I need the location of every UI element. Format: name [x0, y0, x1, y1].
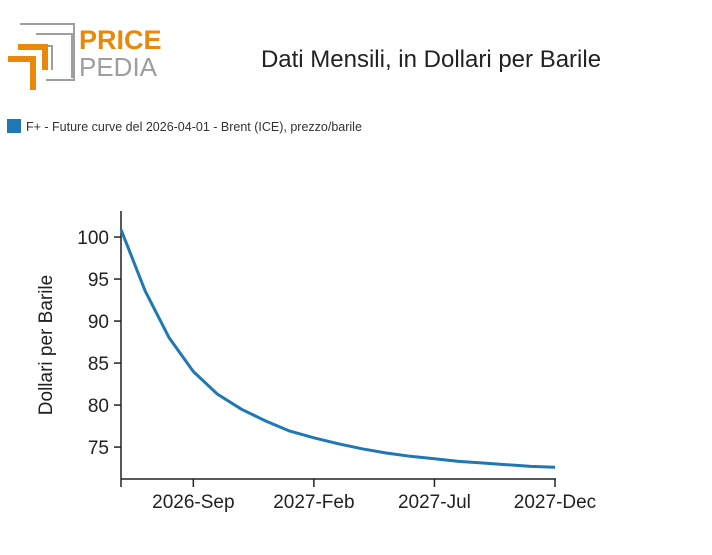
y-tick-label: 100	[77, 228, 109, 249]
x-tick-label: 2027-Feb	[273, 492, 354, 513]
x-tick-label: 2026-Sep	[152, 492, 234, 513]
pricepedia-logo: PRICE PEDIA	[8, 23, 162, 90]
y-axis-label: Dollari per Barile	[36, 275, 57, 415]
logo-bottom: PEDIA	[79, 52, 158, 82]
y-tick-label: 75	[88, 438, 109, 459]
y-tick-label: 90	[88, 312, 109, 333]
y-tick-label: 80	[88, 396, 109, 417]
data-points	[120, 229, 556, 468]
chart-title: Dati Mensili, in Dollari per Barile	[261, 46, 601, 73]
legend-item[interactable]: F+ - Future curve del 2026-04-01 - Brent…	[7, 119, 362, 134]
y-tick-label: 95	[88, 270, 109, 291]
legend-swatch	[7, 119, 21, 133]
series-line	[119, 228, 556, 469]
y-tick-label: 85	[88, 354, 109, 375]
logo-top: PRICE	[79, 25, 162, 55]
x-tick-label: 2027-Dec	[514, 492, 596, 513]
x-tick-label: 2027-Jul	[398, 492, 471, 513]
legend-label: F+ - Future curve del 2026-04-01 - Brent…	[26, 120, 362, 134]
